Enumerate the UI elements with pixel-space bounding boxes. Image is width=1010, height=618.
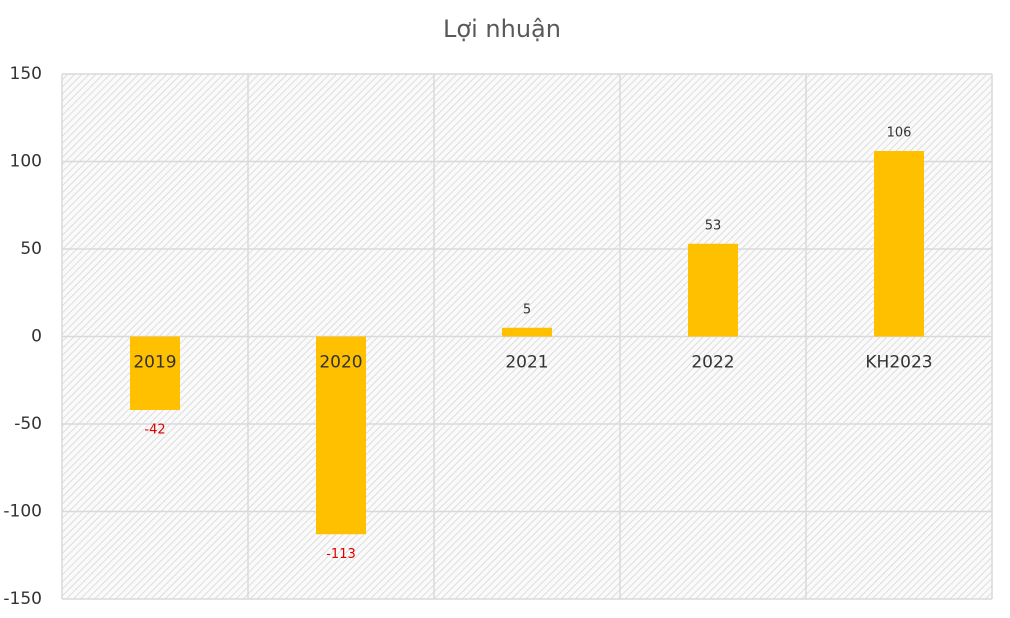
value-label: -113: [326, 547, 356, 562]
x-tick-label: 2019: [133, 353, 176, 373]
value-label: 53: [705, 218, 722, 233]
bar: [130, 336, 180, 410]
bar: [502, 327, 552, 337]
bar: [316, 336, 366, 535]
y-tick-label: -100: [3, 502, 42, 522]
y-tick-label: -50: [14, 414, 42, 434]
value-label: 106: [887, 126, 912, 141]
y-tick-label: -150: [3, 589, 42, 609]
x-tick-label: 2021: [505, 353, 548, 373]
y-tick-label: 0: [31, 327, 42, 347]
chart-title: Lợi nhuận: [443, 15, 561, 43]
bar: [688, 243, 738, 337]
value-label: -42: [144, 423, 165, 438]
y-tick-label: 50: [20, 239, 42, 259]
value-label: 5: [523, 302, 531, 317]
bar: [874, 151, 924, 337]
x-tick-label: KH2023: [865, 353, 932, 373]
y-tick-label: 150: [10, 64, 42, 84]
y-tick-label: 100: [10, 152, 42, 172]
x-tick-label: 2022: [691, 353, 734, 373]
x-tick-label: 2020: [319, 353, 362, 373]
